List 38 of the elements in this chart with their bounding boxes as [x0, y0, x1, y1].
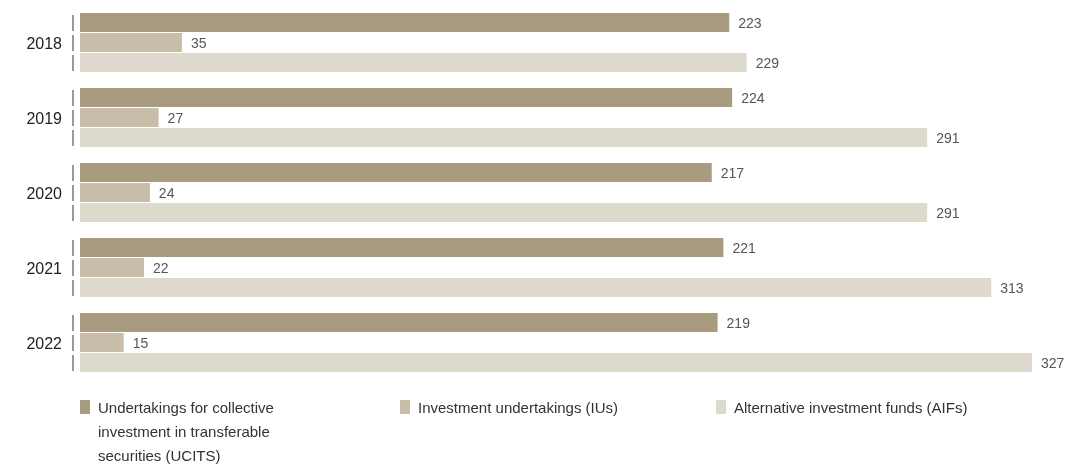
- legend-label: Alternative investment funds (AIFs): [734, 399, 968, 416]
- bar: [80, 353, 1032, 372]
- bar: [80, 163, 712, 182]
- data-label: 27: [167, 109, 184, 126]
- data-label: 35: [190, 34, 207, 51]
- y-tick-label: 2018: [26, 34, 63, 52]
- data-label: 291: [936, 129, 960, 146]
- data-label: 327: [1041, 354, 1065, 371]
- data-label: 291: [936, 204, 960, 221]
- bar: [80, 203, 928, 222]
- legend-label: Undertakings for collective investment in transferable securities (UCITS): [98, 399, 274, 464]
- bar: [80, 333, 124, 352]
- y-tick-label: 2019: [26, 109, 63, 127]
- data-label: 313: [1000, 279, 1024, 296]
- y-tick-label: 2022: [26, 334, 63, 352]
- bar: [80, 128, 928, 147]
- bar: [80, 258, 145, 277]
- bar: [80, 183, 150, 202]
- bar: [80, 88, 733, 107]
- data-label: 217: [720, 164, 745, 181]
- y-tick-label: 2021: [26, 259, 63, 277]
- bar: [80, 33, 182, 52]
- y-tick-label: 2020: [26, 184, 63, 202]
- bar: [80, 13, 730, 32]
- data-label: 224: [741, 89, 765, 106]
- data-label: 229: [755, 54, 780, 71]
- bar: [80, 238, 724, 257]
- data-label: 219: [726, 314, 751, 331]
- data-label: 223: [738, 14, 762, 31]
- bar: [80, 108, 159, 127]
- bar: [80, 278, 992, 297]
- data-label: 22: [153, 259, 169, 276]
- bar: [80, 53, 747, 72]
- bar: [80, 313, 718, 332]
- data-label: 15: [132, 334, 149, 351]
- data-label: 24: [158, 184, 175, 201]
- data-label: 221: [732, 239, 756, 256]
- legend-label: Investment undertakings (IUs): [418, 399, 619, 416]
